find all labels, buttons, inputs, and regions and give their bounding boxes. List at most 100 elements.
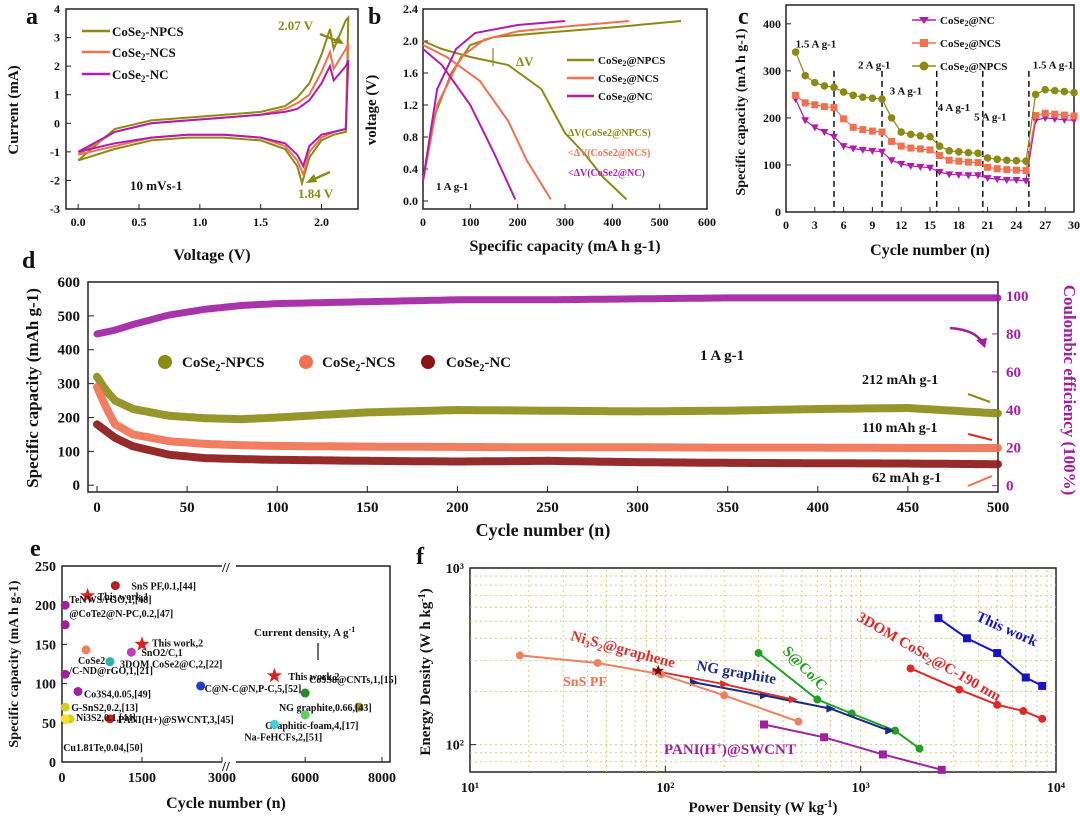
y2-tick-label: 20 bbox=[1006, 441, 1021, 457]
y-tick-label: 200 bbox=[35, 599, 56, 614]
y-tick-label: 200 bbox=[58, 410, 81, 426]
point-ncs bbox=[964, 158, 972, 166]
legend-label-npcs: CoSe2-NPCS bbox=[112, 24, 184, 41]
y-tick-label: 0 bbox=[775, 205, 781, 219]
point-ncs bbox=[792, 91, 800, 99]
panel-e-x-ticks: 0 1500 3000 6000 8000 bbox=[59, 757, 396, 786]
ragone-point bbox=[885, 726, 895, 735]
point-reference bbox=[105, 657, 115, 667]
legend-label-ncs: CoSe2-NCS bbox=[322, 355, 395, 374]
panel-a: a -3 -2 -1 0 1 2 3 4 0.0 0.5 1.0 1.5 2.0 CoSe2-NPCS… bbox=[6, 2, 359, 264]
annotation-final-npcs: 212 mAh g-1 bbox=[862, 373, 938, 388]
ragone-point bbox=[826, 704, 836, 713]
point-nc bbox=[801, 117, 810, 125]
x-tick-label: 1.0 bbox=[192, 215, 207, 229]
rate-label: 2 A g-1 bbox=[858, 60, 890, 72]
panel-c-legend: CoSe2@NC CoSe2@NCS CoSe2@NPCS bbox=[912, 15, 1007, 74]
point-ncs bbox=[849, 123, 857, 131]
panel-f-y-label: Energy Density (W h kg-1) bbox=[417, 588, 434, 755]
legend-label-ncs: CoSe2@NCS bbox=[598, 73, 659, 86]
legend-marker-ncs bbox=[920, 39, 928, 47]
gcd-line-5 bbox=[422, 20, 566, 182]
panel-label-b: b bbox=[368, 4, 381, 30]
point-this-work bbox=[266, 667, 282, 683]
y-tick-label: 100 bbox=[763, 158, 781, 172]
point-reference bbox=[110, 581, 120, 591]
x-tick-label: 30 bbox=[1068, 218, 1080, 232]
x-tick-label: 300 bbox=[626, 500, 649, 516]
point-ncs bbox=[868, 127, 876, 135]
panel-d-series bbox=[93, 294, 1002, 469]
y-tick-label: 0 bbox=[54, 116, 60, 130]
point-npcs bbox=[1003, 156, 1011, 165]
point-ncs bbox=[984, 163, 992, 171]
panel-c-rate-dividers bbox=[833, 70, 1030, 212]
panel-d: d 0 100 200 300 400 500 600 0 20 40 60 80 100 0 50 10… bbox=[22, 248, 1079, 541]
legend-label-nc: CoSe2@NC bbox=[598, 91, 653, 104]
cv-line-1 bbox=[77, 42, 350, 178]
point-nc bbox=[858, 146, 867, 154]
point-label: This work,1 bbox=[98, 592, 149, 603]
y2-tick-label: 40 bbox=[1006, 403, 1021, 419]
point-nc bbox=[906, 162, 915, 170]
point-npcs bbox=[964, 148, 973, 157]
point-npcs bbox=[907, 130, 915, 139]
annotation-current-density: Current density, A g-1 bbox=[254, 625, 355, 639]
panel-e-y-ticks: 0 50 100 150 200 250 bbox=[35, 560, 67, 771]
legend-marker-ncs bbox=[299, 355, 313, 369]
point-nc bbox=[839, 143, 848, 151]
series-label-pani: PANI(H+)@SWCNT bbox=[664, 741, 796, 758]
x-tick-label: 50 bbox=[180, 500, 195, 516]
cycling-band-1 bbox=[93, 383, 1002, 452]
x-tick-label: 24 bbox=[1010, 218, 1022, 232]
legend-label-nc: CoSe2-NC bbox=[446, 355, 511, 374]
x-tick-label: 10⁴ bbox=[1047, 781, 1066, 796]
point-label: SnO2/C,1 bbox=[141, 648, 182, 659]
ragone-point bbox=[720, 691, 729, 700]
point-ncs bbox=[859, 126, 867, 134]
point-label: This work,2 bbox=[152, 638, 203, 649]
point-nc bbox=[1002, 177, 1011, 185]
annotation-peak-oxidation: 2.07 V bbox=[278, 18, 314, 33]
point-nc bbox=[849, 145, 858, 153]
y-tick-label: 600 bbox=[58, 275, 81, 291]
x-tick-label: 10³ bbox=[852, 781, 870, 796]
y2-tick-label: 0 bbox=[1006, 479, 1014, 495]
y-tick-label: 100 bbox=[58, 444, 81, 460]
point-npcs bbox=[791, 48, 800, 56]
cycling-band-3 bbox=[93, 294, 1002, 338]
x-tick-label: 100 bbox=[266, 500, 289, 516]
panel-d-x-label: Cycle number (n) bbox=[476, 520, 611, 541]
x-tick-label: 0.5 bbox=[132, 215, 147, 229]
point-reference bbox=[81, 645, 91, 655]
point-nc bbox=[983, 175, 992, 183]
point-npcs bbox=[1041, 85, 1049, 94]
panel-e-x-label: Cycle number (n) bbox=[166, 795, 286, 812]
point-npcs bbox=[916, 131, 925, 140]
point-label: Graphitic-foam,4,[17] bbox=[265, 721, 358, 732]
panel-f-ticks: 10¹ 10² 10³ 10⁴ 10² 10³ bbox=[446, 562, 1066, 796]
panel-a-x-ticks: 0.0 0.5 1.0 1.5 2.0 bbox=[71, 204, 329, 229]
point-nc bbox=[878, 148, 886, 156]
point-ncs bbox=[820, 103, 828, 111]
point-ncs bbox=[936, 152, 944, 160]
panel-c-x-ticks: 0 3 6 9 12 15 18 21 24 27 30 bbox=[783, 207, 1080, 232]
panel-d-y-ticks: 0 100 200 300 400 500 600 bbox=[58, 275, 94, 494]
point-ncs bbox=[1022, 167, 1030, 175]
point-npcs bbox=[801, 71, 809, 80]
panel-c-y-label: Specific capacity (mA h g-1) bbox=[734, 28, 749, 196]
legend-label-nc: CoSe2@NC bbox=[940, 15, 995, 28]
annotation-final-ncs: 110 mAh g-1 bbox=[862, 421, 937, 436]
series-label-this-work: This work bbox=[973, 609, 1040, 650]
ragone-point bbox=[754, 649, 763, 658]
y-tick-label: 1 bbox=[54, 88, 60, 102]
annotation-dv: ΔV bbox=[516, 54, 534, 69]
ragone-point bbox=[593, 658, 602, 667]
point-reference bbox=[60, 669, 70, 679]
y-tick-label: -3 bbox=[50, 202, 60, 216]
y2-tick-label: 60 bbox=[1006, 365, 1021, 381]
point-nc bbox=[993, 176, 1002, 184]
point-ncs bbox=[1070, 112, 1078, 120]
point-reference bbox=[269, 719, 279, 729]
